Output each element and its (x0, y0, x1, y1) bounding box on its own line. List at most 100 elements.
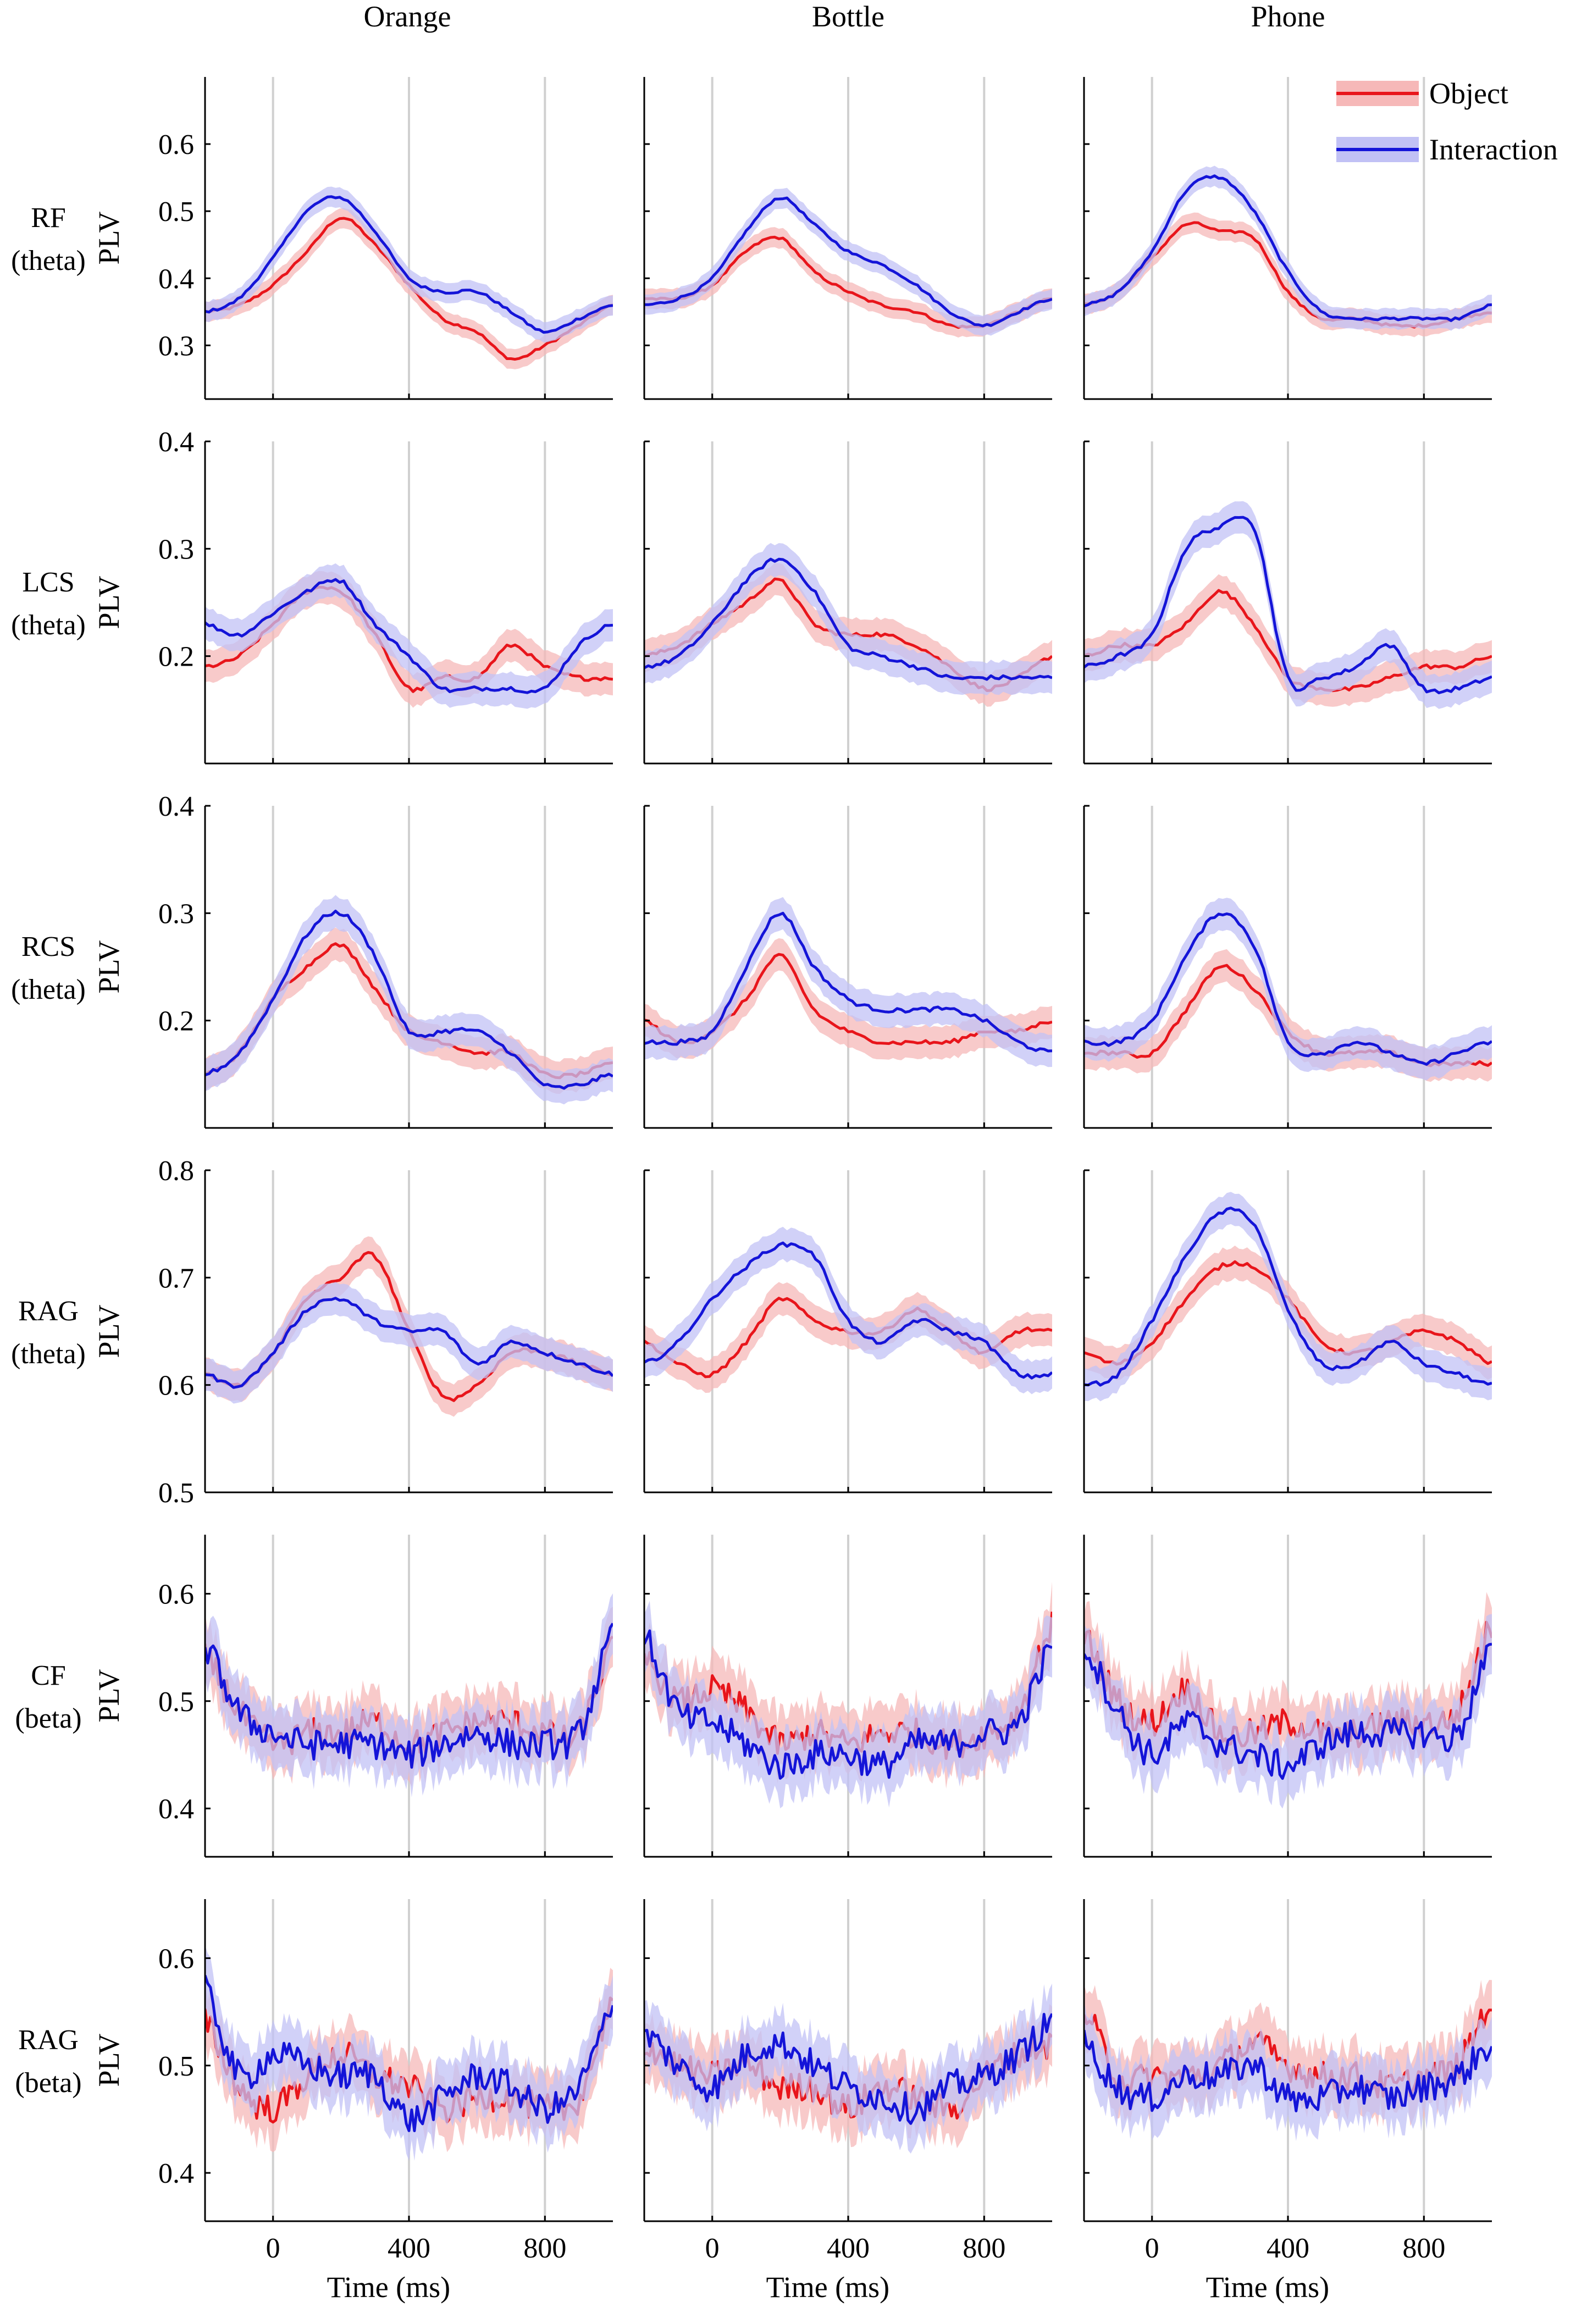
panel-rf-theta-orange: 0.3 0.4 0.5 0.6 PLV (92, 77, 613, 400)
row-label-lcs-theta-band: (theta) (11, 610, 86, 641)
panel-rag-theta-orange-ytick-label-2: 0.7 (158, 1263, 194, 1294)
panel-cf-beta-orange-ytick-label-1: 0.5 (158, 1686, 194, 1718)
panel-lcs-theta-orange-interaction-line (205, 578, 613, 694)
panel-rag-theta-phone (1083, 1169, 1492, 1493)
panel-rcs-theta-orange-interaction-band (205, 895, 613, 1105)
panel-rag-beta-phone-xlabel: Time (ms) (1206, 2271, 1330, 2304)
panel-rag-theta-orange-ylabel: PLV (92, 1304, 125, 1358)
panel-rcs-theta-bottle-object-band (644, 938, 1052, 1060)
panel-lcs-theta-orange: 0.2 0.3 0.4 PLV (92, 427, 613, 765)
panel-rf-theta-orange-ytick-label-1: 0.4 (158, 263, 194, 295)
panel-rag-beta-bottle-xtick-label-2: 800 (963, 2233, 1005, 2264)
panel-rag-theta-orange-interaction-line (205, 1297, 613, 1389)
panel-rag-beta-phone-xtick-label-0: 0 (1145, 2233, 1159, 2264)
row-label-cf-beta-band: (beta) (15, 1703, 81, 1734)
panel-cf-beta-orange-ylabel: PLV (92, 1669, 125, 1722)
panel-rcs-theta-bottle (643, 805, 1052, 1129)
panel-lcs-theta-phone-object-band (1084, 574, 1492, 707)
panel-rag-beta-orange-xlabel: Time (ms) (327, 2271, 451, 2304)
panel-rag-theta-orange-ytick-label-3: 0.8 (158, 1155, 194, 1187)
panel-rf-theta-orange-ytick-label-3: 0.6 (158, 129, 194, 161)
panel-lcs-theta-bottle-interaction-line (644, 557, 1052, 681)
panel-cf-beta-orange: 0.4 0.5 0.6 PLV (92, 1535, 613, 1858)
panel-rag-beta-orange-ytick-label-2: 0.6 (158, 1943, 194, 1974)
panel-rcs-theta-bottle-interaction-line (644, 911, 1052, 1053)
panel-rf-theta-orange-ytick-label-2: 0.5 (158, 196, 194, 228)
panel-rag-theta-orange: 0.5 0.6 0.7 0.8 PLV (92, 1155, 613, 1509)
panel-rag-beta-orange-interaction-line (205, 1975, 613, 2132)
row-label-lcs-theta-region: LCS (22, 567, 74, 598)
panel-rcs-theta-orange-ytick-label-1: 0.3 (158, 898, 194, 929)
panel-rf-theta-bottle-interaction-line (644, 196, 1052, 328)
panel-rf-theta-orange-ylabel: PLV (92, 211, 125, 264)
panel-cf-beta-bottle (643, 1535, 1052, 1858)
row-label-rag-beta-band: (beta) (15, 2067, 81, 2099)
panel-rag-beta-phone-xtick-label-1: 400 (1267, 2233, 1309, 2264)
row-label-rag-beta-region: RAG (18, 2024, 79, 2056)
panel-rag-theta-orange-ytick-label-1: 0.6 (158, 1370, 194, 1402)
panel-cf-beta-phone-interaction-line (1084, 1642, 1492, 1780)
panel-rcs-theta-orange-interaction-line (205, 910, 613, 1090)
row-label-rag-theta-region: RAG (18, 1296, 79, 1327)
column-titles: Orange Bottle Phone (364, 0, 1325, 33)
panel-rag-beta-phone-xtick-label-2: 800 (1402, 2233, 1445, 2264)
panel-rag-theta-phone-interaction-line (1084, 1207, 1492, 1387)
panel-rag-beta-bottle-xtick-label-1: 400 (827, 2233, 870, 2264)
panel-rag-beta-orange-interaction-band (205, 1945, 613, 2161)
panel-rag-theta-phone-interaction-band (1084, 1192, 1492, 1402)
panel-lcs-theta-bottle (643, 440, 1052, 765)
panel-rag-theta-bottle-object-band (644, 1282, 1052, 1393)
panel-rag-beta-orange-xtick-label-1: 400 (388, 2233, 430, 2264)
panel-rf-theta-orange-ytick-label-0: 0.3 (158, 330, 194, 362)
row-label-rf-theta-band: (theta) (11, 245, 86, 276)
panel-cf-beta-bottle-interaction-band (644, 1601, 1052, 1808)
panel-grid: RF (theta) 0.3 0.4 0.5 0.6 PLV LCS (theta) 0.2 0.3… (11, 77, 1492, 2304)
panel-rag-beta-bottle-xlabel: Time (ms) (766, 2271, 890, 2304)
panel-rf-theta-bottle (643, 77, 1052, 400)
row-label-rag-theta-band: (theta) (11, 1338, 86, 1370)
panel-rag-beta-bottle-interaction-band (644, 1983, 1052, 2154)
panel-cf-beta-bottle-interaction-line (644, 1629, 1052, 1780)
panel-cf-beta-orange-ytick-label-2: 0.6 (158, 1579, 194, 1610)
panel-rag-theta-bottle (643, 1169, 1052, 1493)
panel-lcs-theta-orange-interaction-band (205, 563, 613, 709)
panel-rcs-theta-orange: 0.2 0.3 0.4 PLV (92, 791, 613, 1129)
panel-rcs-theta-orange-ytick-label-2: 0.4 (158, 791, 194, 822)
panel-rcs-theta-phone-interaction-line (1084, 912, 1492, 1066)
panel-rf-theta-bottle-object-band (644, 227, 1052, 338)
panel-rag-theta-orange-ytick-label-0: 0.5 (158, 1478, 194, 1509)
panel-rcs-theta-orange-ytick-label-0: 0.2 (158, 1006, 194, 1037)
panel-rag-beta-bottle-interaction-line (644, 2013, 1052, 2125)
panel-rf-theta-phone-interaction-band (1084, 165, 1492, 331)
panel-rag-theta-bottle-interaction-line (644, 1241, 1052, 1380)
panel-rf-theta-phone-interaction-line (1084, 174, 1492, 322)
legend: Object Interaction (1336, 77, 1558, 166)
panel-rf-theta-phone (1083, 77, 1492, 400)
panel-rag-beta-orange-ytick-label-0: 0.4 (158, 2158, 194, 2189)
panel-rag-beta-orange-xtick-label-0: 0 (266, 2233, 280, 2264)
panel-rcs-theta-phone-interaction-band (1084, 898, 1492, 1081)
column-title-phone: Phone (1251, 0, 1325, 33)
panel-rcs-theta-orange-ylabel: PLV (92, 940, 125, 993)
panel-lcs-theta-orange-ytick-label-0: 0.2 (158, 641, 194, 673)
panel-rag-beta-phone-interaction-line (1084, 2029, 1492, 2112)
column-title-bottle: Bottle (812, 0, 884, 33)
panel-lcs-theta-orange-ytick-label-1: 0.3 (158, 534, 194, 565)
panel-cf-beta-orange-interaction-line (205, 1623, 613, 1769)
row-label-rcs-theta-band: (theta) (11, 974, 86, 1005)
panel-cf-beta-phone-interaction-band (1084, 1614, 1492, 1809)
panel-rag-beta-bottle: 0 400 800 Time (ms) (643, 1899, 1052, 2304)
panel-rcs-theta-phone (1083, 805, 1492, 1129)
panel-lcs-theta-orange-ytick-label-2: 0.4 (158, 427, 194, 458)
panel-rag-beta-orange: 0.4 0.5 0.6 0 400 800 PLV Time (ms) (92, 1899, 613, 2304)
column-title-orange: Orange (364, 0, 451, 33)
panel-lcs-theta-phone (1083, 440, 1492, 765)
panel-lcs-theta-phone-interaction-line (1084, 516, 1492, 694)
panel-lcs-theta-orange-ylabel: PLV (92, 576, 125, 629)
panel-rag-beta-orange-xtick-label-2: 800 (523, 2233, 566, 2264)
panel-rf-theta-orange-interaction-line (205, 195, 613, 334)
panel-cf-beta-orange-ytick-label-0: 0.4 (158, 1794, 194, 1825)
legend-label-object: Object (1429, 77, 1508, 110)
panel-rf-theta-bottle-interaction-band (644, 187, 1052, 336)
